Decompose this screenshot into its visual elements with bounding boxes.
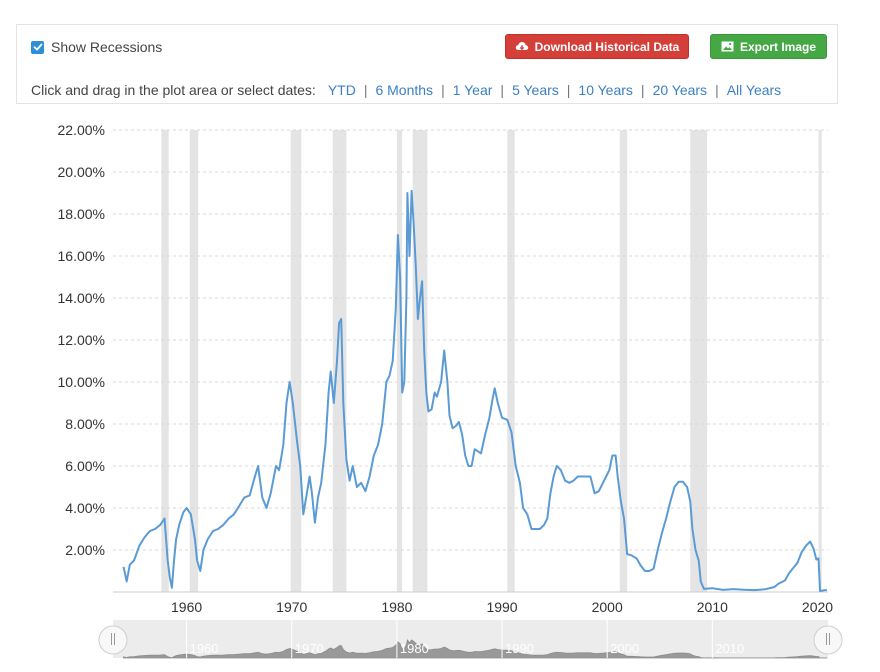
range-1-year[interactable]: 1 Year	[452, 82, 493, 98]
navigator-label: 1960	[190, 641, 219, 656]
range-all-years[interactable]: All Years	[726, 82, 782, 98]
y-tick-label: 10.00%	[58, 374, 105, 390]
navigator-label: 1980	[400, 641, 429, 656]
y-tick-label: 22.00%	[58, 122, 105, 138]
range-5-years[interactable]: 5 Years	[512, 82, 559, 98]
show-recessions-label: Show Recessions	[51, 39, 163, 55]
x-tick-label: 1980	[381, 599, 412, 615]
recession-band	[690, 130, 708, 592]
y-tick-label: 14.00%	[58, 290, 105, 306]
navigator-left-handle[interactable]	[98, 625, 128, 655]
range-6-months[interactable]: 6 Months	[375, 82, 434, 98]
navigator-label: 1990	[505, 641, 534, 656]
range-separator: |	[500, 82, 505, 98]
recession-band	[619, 130, 628, 592]
range-separator: |	[566, 82, 571, 98]
x-tick-label: 2000	[592, 599, 623, 615]
range-separator: |	[441, 82, 445, 98]
recession-band	[396, 130, 403, 592]
y-tick-label: 16.00%	[58, 248, 105, 264]
show-recessions-toggle[interactable]: Show Recessions	[31, 39, 162, 55]
y-tick-label: 8.00%	[65, 416, 105, 432]
image-icon	[721, 41, 734, 52]
range-separator: |	[640, 82, 645, 98]
navigator-label: 1970	[295, 641, 324, 656]
recession-band	[290, 130, 302, 592]
x-tick-label: 1990	[486, 599, 517, 615]
range-separator: |	[363, 82, 368, 98]
y-tick-label: 2.00%	[65, 542, 105, 558]
x-tick-label: 2010	[697, 599, 728, 615]
range-separator: |	[715, 82, 719, 98]
navigator-right-handle[interactable]	[813, 625, 843, 655]
navigator-label: 2010	[715, 641, 744, 656]
export-button-label: Export Image	[739, 39, 817, 54]
x-tick-label: 2020	[802, 599, 833, 615]
x-tick-label: 1960	[171, 599, 202, 615]
date-range-selector: Click and drag in the plot area or selec…	[31, 82, 781, 98]
download-historical-data-button[interactable]: Download Historical Data	[505, 34, 689, 59]
range-10-years[interactable]: 10 Years	[578, 82, 633, 98]
range-ytd[interactable]: YTD	[327, 82, 356, 98]
navigator-background	[113, 620, 828, 658]
recession-band	[189, 130, 199, 592]
recession-band	[507, 130, 515, 592]
y-tick-label: 18.00%	[58, 206, 105, 222]
range-20-years[interactable]: 20 Years	[652, 82, 708, 98]
chart-toolbar: Show Recessions Download Historical Data…	[16, 24, 838, 104]
recession-band	[412, 130, 428, 592]
recession-band	[332, 130, 347, 592]
y-tick-label: 4.00%	[65, 500, 105, 516]
series-line	[122, 189, 827, 592]
range-prompt: Click and drag in the plot area or selec…	[31, 82, 316, 98]
cloud-download-icon	[515, 41, 529, 53]
export-image-button[interactable]: Export Image	[710, 34, 827, 59]
navigator-series	[123, 639, 828, 659]
download-button-label: Download Historical Data	[534, 39, 680, 54]
y-tick-label: 6.00%	[65, 458, 105, 474]
check-icon[interactable]	[31, 40, 44, 54]
navigator-label: 2000	[610, 641, 639, 656]
x-tick-label: 1970	[276, 599, 307, 615]
recession-band	[818, 130, 822, 592]
y-tick-label: 20.00%	[58, 164, 105, 180]
y-tick-label: 12.00%	[58, 332, 105, 348]
recession-band	[161, 130, 169, 592]
